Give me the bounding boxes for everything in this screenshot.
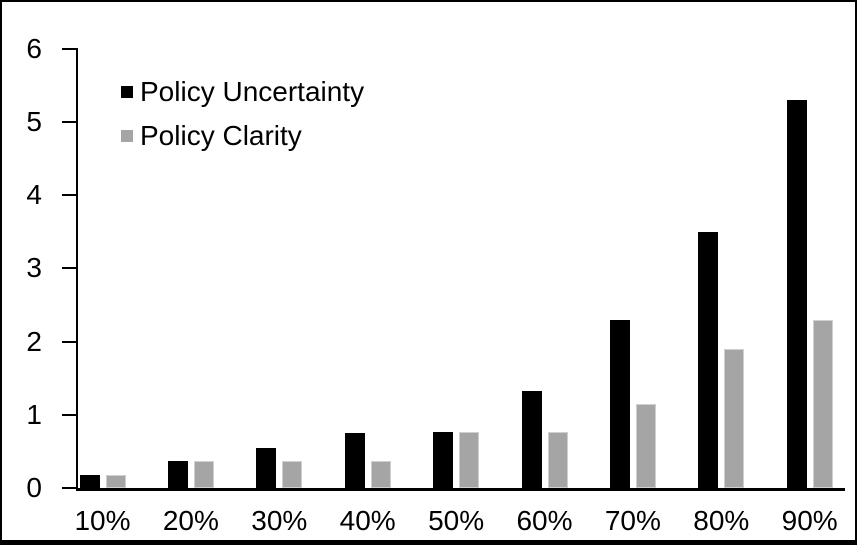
x-tick-label: 30% [251, 505, 308, 536]
y-tick-mark [62, 340, 78, 343]
bar-policy-uncertainty [167, 460, 188, 488]
legend-item-policy-uncertainty: Policy Uncertainty [121, 76, 364, 108]
bar-policy-uncertainty [609, 319, 630, 488]
bar-policy-uncertainty [433, 431, 454, 488]
y-tick-label: 1 [26, 398, 42, 430]
x-tick-label: 80% [693, 505, 750, 536]
bar-policy-uncertainty [521, 390, 542, 488]
x-tick-label: 70% [604, 505, 661, 536]
y-tick-label: 3 [26, 252, 42, 284]
bar-policy-clarity [282, 460, 303, 488]
bar-policy-uncertainty [698, 231, 719, 488]
x-tick-label: 40% [339, 505, 396, 536]
bar-policy-clarity [812, 319, 833, 488]
legend-swatch-policy-uncertainty-icon [121, 86, 133, 98]
legend: Policy Uncertainty Policy Clarity [121, 76, 364, 152]
x-axis-line [76, 488, 845, 491]
bar-policy-clarity [635, 403, 656, 488]
bar-policy-uncertainty [344, 433, 365, 488]
x-tick-label: 90% [781, 505, 838, 536]
y-tick-mark [62, 194, 78, 197]
x-tick-label: 60% [516, 505, 573, 536]
legend-swatch-policy-clarity-icon [121, 130, 133, 142]
y-tick-mark [62, 267, 78, 270]
bar-policy-clarity [105, 474, 126, 488]
x-tick-label: 10% [74, 505, 131, 536]
y-tick-mark [62, 487, 78, 489]
y-tick-label: 5 [26, 106, 42, 137]
legend-item-policy-clarity: Policy Clarity [121, 120, 364, 152]
y-tick-label: 2 [26, 325, 42, 357]
bar-policy-clarity [547, 432, 568, 488]
bar-policy-uncertainty [79, 474, 100, 488]
bar-policy-clarity [370, 460, 391, 488]
y-tick-label: 0 [26, 472, 42, 503]
y-tick-label: 6 [26, 32, 42, 64]
x-tick-label: 50% [428, 505, 485, 536]
bar-policy-uncertainty [786, 100, 807, 488]
y-tick-mark [62, 47, 78, 50]
bar-policy-clarity [459, 432, 480, 488]
bar-policy-clarity [193, 460, 214, 488]
legend-label-policy-clarity: Policy Clarity [140, 120, 302, 151]
bar-policy-clarity [724, 348, 745, 488]
legend-label-policy-uncertainty: Policy Uncertainty [140, 76, 365, 107]
x-tick-label: 20% [162, 505, 219, 536]
y-tick-label: 4 [26, 179, 42, 211]
y-tick-mark [62, 121, 78, 123]
y-tick-mark [62, 413, 78, 416]
bar-policy-uncertainty [256, 447, 277, 488]
